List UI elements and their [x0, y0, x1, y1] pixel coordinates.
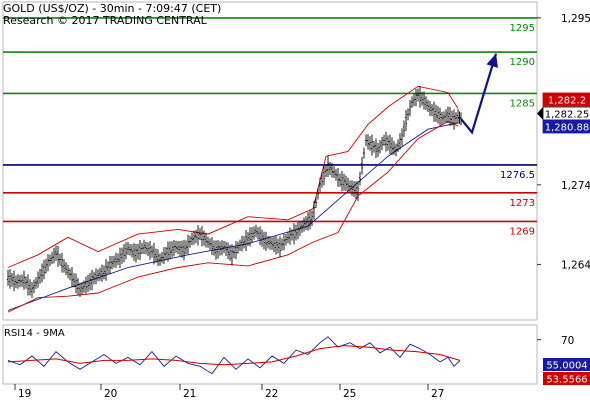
rsi-y-tick-label-0: 70	[561, 335, 574, 347]
plot-area	[2, 1, 538, 385]
x-tick-label-2: 21	[183, 388, 196, 400]
y-tick-label-0: 1,295	[561, 13, 590, 25]
band-0	[7, 122, 459, 311]
price-tags: 1,282.2 1,282.25 1,280.88	[537, 92, 590, 134]
rsi-tag-label-0: 55.0004	[546, 361, 587, 372]
price-tag-label-0: 1,282.2	[548, 96, 586, 107]
rsi-tag-1	[543, 372, 590, 385]
y-tick-label-2: 1,264	[561, 259, 590, 271]
price-tag-2	[542, 119, 590, 134]
x-tick-label-5: 27	[431, 388, 444, 400]
price-tag-label-1: 1,282.25	[545, 110, 590, 121]
price-series	[6, 86, 463, 298]
x-tick-label-1: 20	[104, 388, 117, 400]
level-label-1: 1290	[510, 57, 535, 68]
rsi-series-0	[7, 336, 461, 375]
y-tick-label-1: 1,274	[561, 180, 590, 192]
projection-arrowhead	[486, 53, 498, 68]
band-1	[7, 85, 459, 268]
level-label-5: 1269	[510, 226, 535, 237]
level-label-0: 1295	[510, 23, 535, 34]
price-tag-label-2: 1,280.88	[545, 123, 590, 134]
level-label-4: 1273	[510, 198, 535, 209]
x-axis: 19 20 21 22 25 27	[14, 384, 444, 400]
projection-arrow	[460, 53, 498, 135]
projection-line	[460, 53, 498, 135]
chart-title: GOLD (US$/OZ) - 30min - 7:09:47 (CET)	[3, 2, 222, 15]
x-tick-label-4: 25	[343, 388, 356, 400]
band-2	[7, 120, 459, 313]
x-tick-label-3: 22	[265, 388, 278, 400]
bollinger-bands	[7, 85, 459, 313]
y-axis: 1,295 1,274 1,264	[537, 13, 590, 271]
price-tag-pointer	[537, 107, 543, 120]
price-panel-frame	[2, 1, 538, 321]
rsi-series-1	[7, 345, 461, 366]
rsi-tag-label-1: 53.5566	[546, 375, 587, 386]
rsi-panel: RSI14 - 9MA 70 55.0004 53.5566	[4, 328, 590, 386]
chart-subtitle: Research © 2017 TRADING CENTRAL	[3, 14, 207, 27]
level-label-2: 1285	[510, 98, 535, 109]
level-label-3: 1276.5	[500, 170, 535, 181]
x-tick-label-0: 19	[18, 388, 31, 400]
rsi-panel-frame	[2, 324, 538, 385]
support-resistance-levels: 1295 1290 1285 1276.5 1273 1269	[3, 17, 537, 237]
rsi-tag-0	[543, 358, 590, 371]
price-tag-0	[542, 92, 590, 107]
rsi-title: RSI14 - 9MA	[4, 328, 65, 339]
